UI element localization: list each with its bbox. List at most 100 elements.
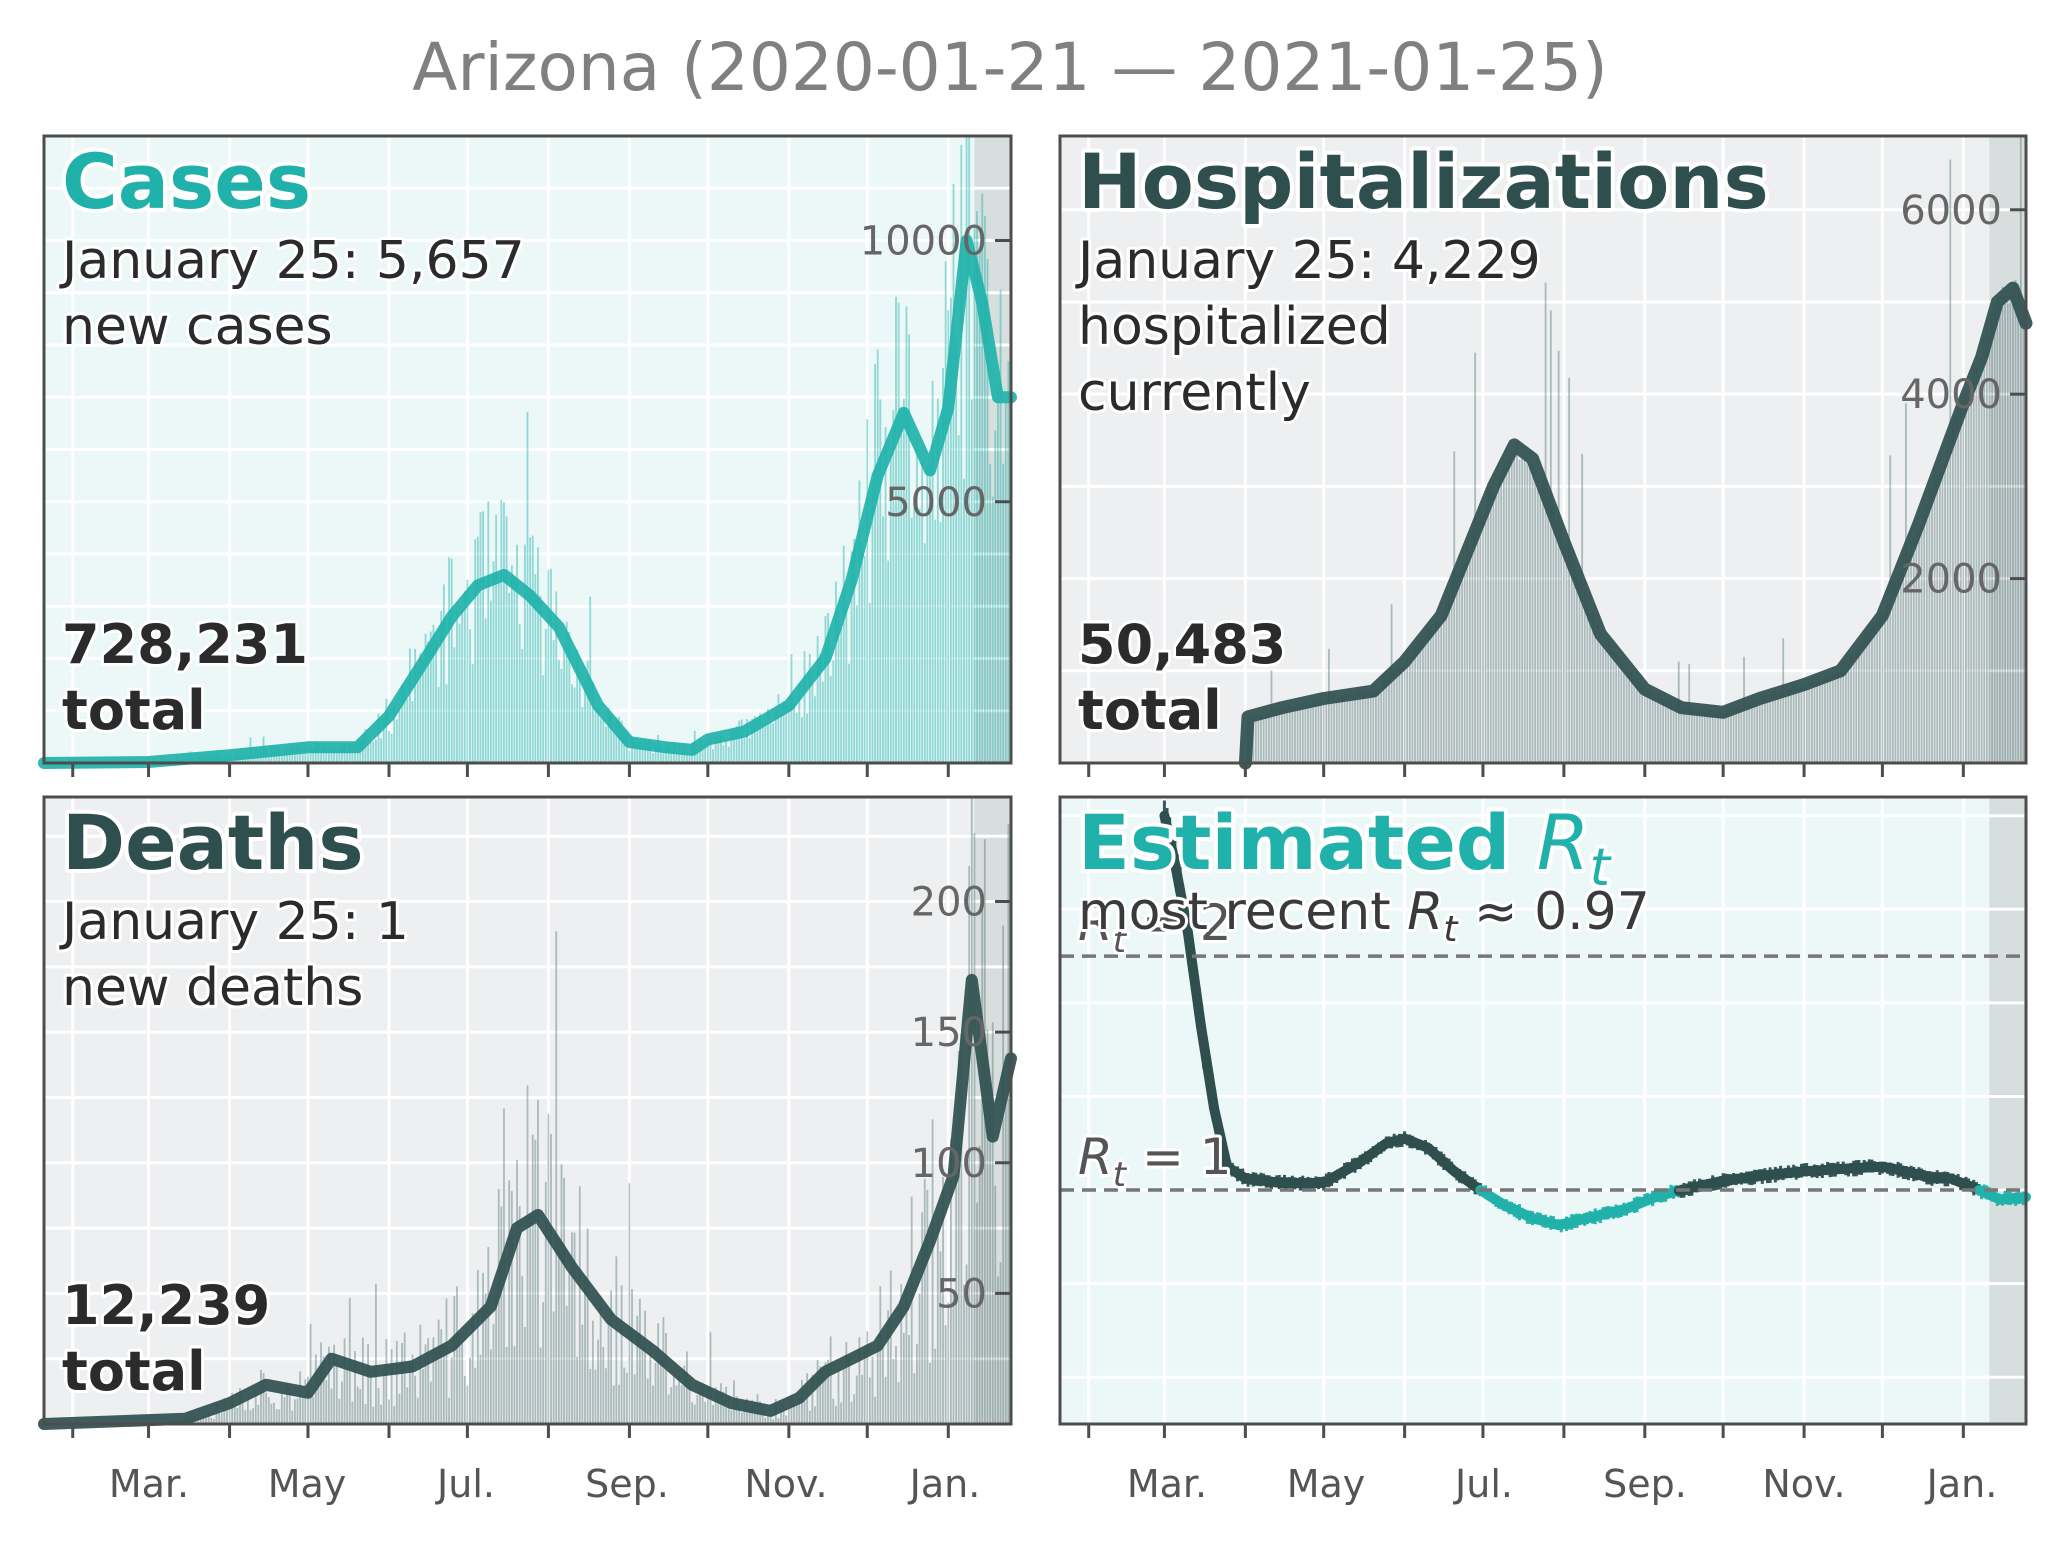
cases-daily-bar xyxy=(351,746,354,763)
hosp-daily-bar xyxy=(1965,391,1967,763)
hosp-daily-bar xyxy=(1369,691,1372,763)
hosp-daily-bar xyxy=(1403,662,1406,763)
cases-daily-bar xyxy=(354,744,356,763)
deaths-daily-bar xyxy=(929,1363,931,1424)
deaths-daily-bar xyxy=(848,1357,850,1424)
deaths-daily-bar xyxy=(252,1408,254,1424)
deaths-daily-bar xyxy=(516,1159,518,1424)
cases-daily-bar xyxy=(952,183,955,764)
cases-daily-bar xyxy=(330,747,333,763)
deaths-daily-bar xyxy=(882,1344,884,1424)
deaths-daily-bar xyxy=(837,1369,840,1424)
hosp-daily-bar xyxy=(1936,475,1939,763)
hosp-daily-bar xyxy=(1863,635,1866,763)
hosp-daily-bar xyxy=(1429,626,1432,763)
hosp-daily-bar xyxy=(1495,490,1497,763)
hosp-daily-bar xyxy=(1341,696,1343,763)
deaths-daily-bar xyxy=(346,1366,349,1424)
hosp-daily-bar xyxy=(1777,694,1779,763)
hosp-y-tick-label: 4000 xyxy=(1900,372,2002,418)
deaths-daily-bar xyxy=(275,1409,278,1424)
deaths-daily-bar xyxy=(293,1399,296,1424)
hosp-subtitle-line: January 25: 4,229 xyxy=(1075,231,1541,291)
cases-daily-bar xyxy=(307,753,309,763)
cases-daily-bar xyxy=(641,747,644,763)
deaths-daily-bar xyxy=(390,1349,393,1424)
hosp-daily-bar xyxy=(1505,467,1508,763)
hosp-daily-bar xyxy=(1784,692,1787,763)
hosp-daily-bar xyxy=(1408,655,1411,763)
cases-daily-bar xyxy=(829,676,832,763)
cases-daily-bar xyxy=(552,639,555,763)
month-label-nov-left: Nov. xyxy=(744,1462,827,1506)
deaths-y-tick-label: 50 xyxy=(936,1271,987,1317)
cases-daily-bar xyxy=(414,648,417,763)
hosp-daily-bar xyxy=(1946,449,1949,763)
deaths-daily-bar xyxy=(947,1302,950,1424)
rt-subtitle-sub: t xyxy=(1443,909,1459,950)
hosp-daily-bar xyxy=(1970,392,1973,763)
deaths-daily-bar xyxy=(571,1232,573,1424)
hosp-daily-bar xyxy=(1881,613,1884,763)
deaths-daily-bar xyxy=(440,1329,443,1424)
deaths-daily-bar xyxy=(706,1387,709,1424)
hosp-daily-bar xyxy=(1894,582,1897,763)
hosp-daily-bar xyxy=(2001,286,2004,763)
cases-title: Cases xyxy=(62,137,311,226)
hosp-daily-bar xyxy=(1299,705,1302,763)
hosp-daily-bar xyxy=(1518,459,1521,763)
cases-daily-bar xyxy=(497,582,500,763)
cases-daily-bar xyxy=(636,741,639,763)
deaths-daily-bar xyxy=(422,1368,424,1424)
deaths-daily-bar xyxy=(743,1401,746,1424)
hosp-daily-bar xyxy=(1526,452,1529,763)
deaths-daily-bar xyxy=(738,1404,741,1424)
cases-daily-bar xyxy=(1002,463,1005,763)
cases-daily-bar xyxy=(798,690,801,763)
cases-daily-bar xyxy=(665,745,667,763)
hosp-daily-bar xyxy=(1988,337,1991,763)
hosp-daily-bar xyxy=(2022,308,2025,763)
deaths-daily-bar xyxy=(667,1394,670,1424)
deaths-daily-bar xyxy=(427,1338,430,1424)
hosp-daily-bar xyxy=(2019,136,2022,763)
hosp-daily-bar xyxy=(1821,679,1824,763)
deaths-daily-bar xyxy=(798,1398,801,1424)
deaths-daily-bar xyxy=(450,1357,453,1424)
cases-daily-bar xyxy=(970,399,973,763)
hosp-daily-bar xyxy=(1502,465,1505,763)
hosp-daily-bar xyxy=(1586,598,1589,763)
month-label-sep-right: Sep. xyxy=(1603,1462,1687,1506)
cases-daily-bar xyxy=(599,718,602,763)
deaths-daily-bar xyxy=(586,1228,589,1424)
deaths-daily-bar xyxy=(518,1206,521,1424)
hosp-daily-bar xyxy=(1991,313,1993,763)
deaths-daily-bar xyxy=(453,1296,456,1424)
deaths-daily-bar xyxy=(260,1369,262,1424)
cases-daily-bar xyxy=(929,464,931,763)
deaths-daily-bar xyxy=(986,1029,989,1424)
cases-daily-bar xyxy=(858,480,861,763)
hosp-daily-bar xyxy=(1615,652,1618,763)
hosp-daily-bar xyxy=(1309,703,1312,763)
cases-daily-bar xyxy=(821,681,824,763)
deaths-daily-bar xyxy=(722,1391,725,1424)
deaths-daily-bar xyxy=(672,1374,675,1424)
hosp-daily-bar xyxy=(1683,707,1685,763)
cases-daily-bar xyxy=(727,746,730,763)
deaths-daily-bar xyxy=(199,1417,202,1424)
cases-daily-bar xyxy=(346,750,349,763)
hosp-daily-bar xyxy=(1873,625,1876,763)
deaths-daily-bar xyxy=(573,1232,576,1424)
cases-daily-bar xyxy=(782,701,785,763)
left-month-axis: Mar. May Jul. Sep. Nov. Jan. xyxy=(109,1462,980,1506)
hosp-daily-bar xyxy=(1552,504,1555,763)
cases-daily-bar xyxy=(646,743,649,763)
cases-daily-bar xyxy=(518,624,521,763)
hosp-daily-bar xyxy=(1878,613,1881,763)
hosp-daily-bar xyxy=(1273,710,1276,763)
hosp-daily-bar xyxy=(1544,282,1547,763)
hosp-daily-bar xyxy=(1842,665,1845,763)
hosp-daily-bar xyxy=(1487,488,1490,763)
